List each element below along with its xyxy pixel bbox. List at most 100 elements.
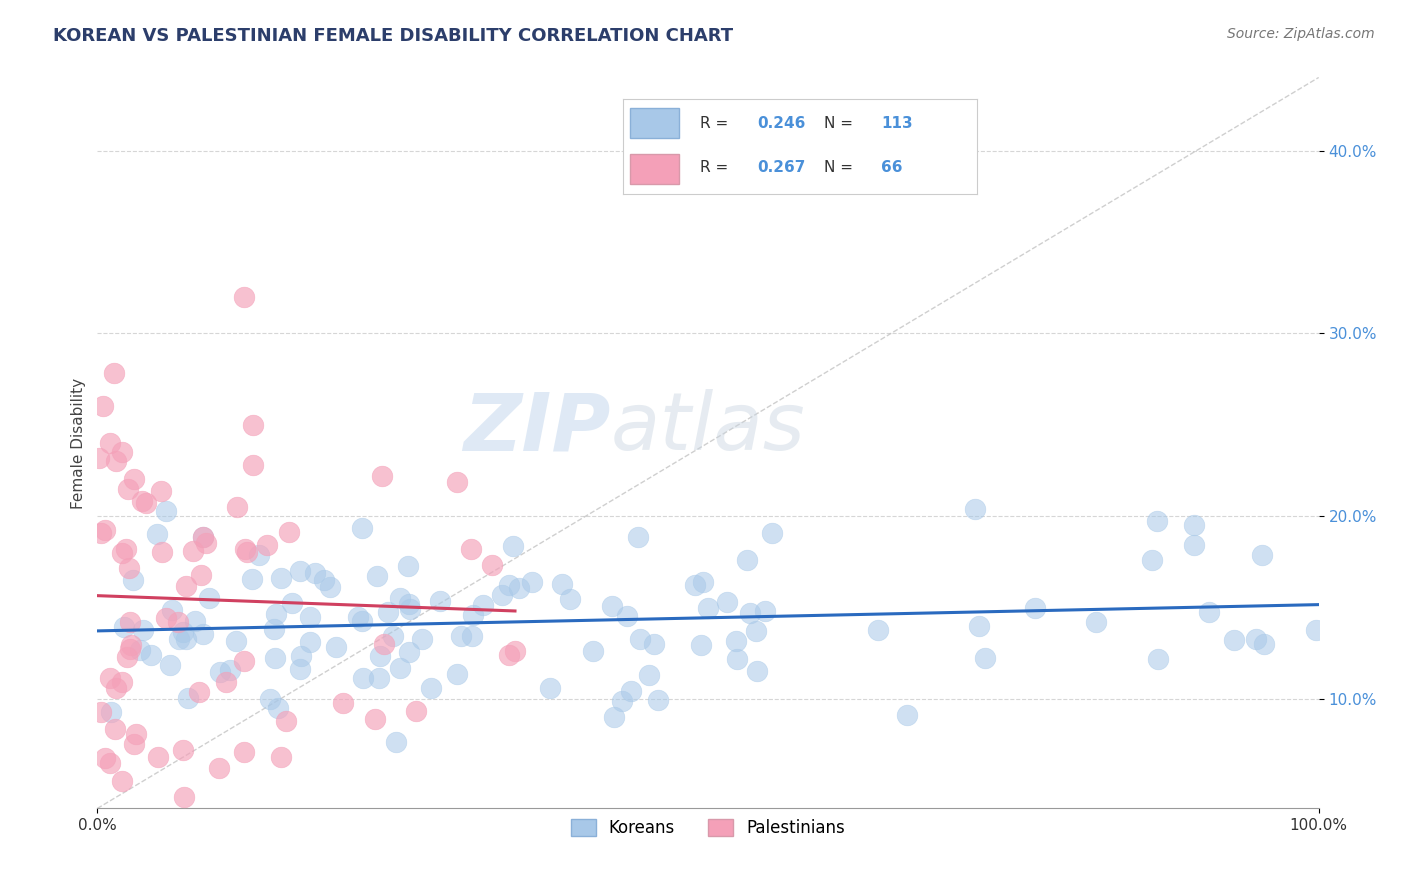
Point: [94, 523, 117, 537]
Point: [125, 726, 148, 740]
Point: [312, 573, 335, 587]
Point: [558, 591, 581, 606]
Point: [352, 671, 374, 685]
Point: [725, 634, 748, 648]
Point: [1244, 632, 1267, 647]
Point: [520, 575, 543, 590]
Point: [461, 629, 484, 643]
Point: [399, 602, 422, 616]
Point: [491, 588, 513, 602]
Point: [325, 640, 347, 654]
Point: [603, 710, 626, 724]
Point: [98, 756, 121, 770]
Point: [420, 681, 443, 695]
Point: [274, 714, 297, 728]
Point: [498, 578, 520, 592]
Point: [132, 623, 155, 637]
Point: [172, 625, 194, 640]
Point: [1182, 518, 1205, 533]
Y-axis label: Female Disability: Female Disability: [72, 377, 86, 508]
Point: [290, 564, 312, 578]
Point: [381, 629, 404, 643]
Point: [122, 738, 145, 752]
Point: [111, 445, 134, 459]
Point: [974, 651, 997, 665]
Point: [195, 536, 218, 550]
Point: [1024, 600, 1046, 615]
Point: [232, 654, 254, 668]
Point: [167, 632, 190, 646]
Point: [740, 606, 762, 620]
Point: [612, 694, 634, 708]
Point: [761, 526, 783, 541]
Point: [177, 691, 200, 706]
Point: [111, 675, 134, 690]
Point: [299, 610, 322, 624]
Point: [616, 608, 638, 623]
Legend: Koreans, Palestinians: Koreans, Palestinians: [564, 813, 852, 844]
Point: [118, 615, 141, 629]
Point: [368, 648, 391, 663]
Point: [281, 595, 304, 609]
Point: [683, 578, 706, 592]
Point: [131, 493, 153, 508]
Point: [373, 637, 395, 651]
Point: [304, 566, 326, 581]
Point: [122, 473, 145, 487]
Point: [371, 469, 394, 483]
Point: [94, 751, 117, 765]
Text: atlas: atlas: [610, 389, 806, 467]
Point: [745, 665, 768, 679]
Point: [745, 624, 768, 638]
Point: [1147, 652, 1170, 666]
Point: [118, 641, 141, 656]
Point: [110, 546, 132, 560]
Point: [1146, 514, 1168, 528]
Point: [135, 496, 157, 510]
Point: [627, 531, 650, 545]
Point: [87, 450, 110, 465]
Point: [277, 525, 299, 540]
Point: [1198, 605, 1220, 619]
Point: [247, 548, 270, 562]
Point: [450, 629, 472, 643]
Point: [866, 623, 889, 637]
Point: [115, 542, 138, 557]
Point: [148, 750, 170, 764]
Point: [385, 735, 408, 749]
Point: [232, 745, 254, 759]
Point: [364, 712, 387, 726]
Point: [754, 603, 776, 617]
Point: [620, 684, 643, 698]
Point: [1140, 553, 1163, 567]
Point: [121, 574, 143, 588]
Point: [1184, 538, 1206, 552]
Point: [299, 635, 322, 649]
Point: [104, 722, 127, 736]
Point: [396, 559, 419, 574]
Point: [90, 705, 112, 719]
Point: [582, 644, 605, 658]
Point: [963, 502, 986, 516]
Point: [266, 701, 288, 715]
Point: [208, 761, 231, 775]
Point: [461, 608, 484, 623]
Point: [93, 400, 115, 414]
Point: [263, 622, 285, 636]
Point: [150, 545, 173, 559]
Point: [508, 582, 530, 596]
Point: [98, 436, 121, 450]
Point: [1305, 623, 1327, 637]
Point: [233, 542, 256, 557]
Point: [103, 366, 125, 380]
Point: [600, 599, 623, 614]
Point: [256, 538, 278, 552]
Point: [226, 500, 249, 515]
Point: [389, 661, 412, 675]
Point: [155, 504, 177, 518]
Point: [637, 668, 659, 682]
Point: [118, 561, 141, 575]
Point: [139, 648, 162, 662]
Point: [219, 663, 242, 677]
Point: [190, 568, 212, 582]
